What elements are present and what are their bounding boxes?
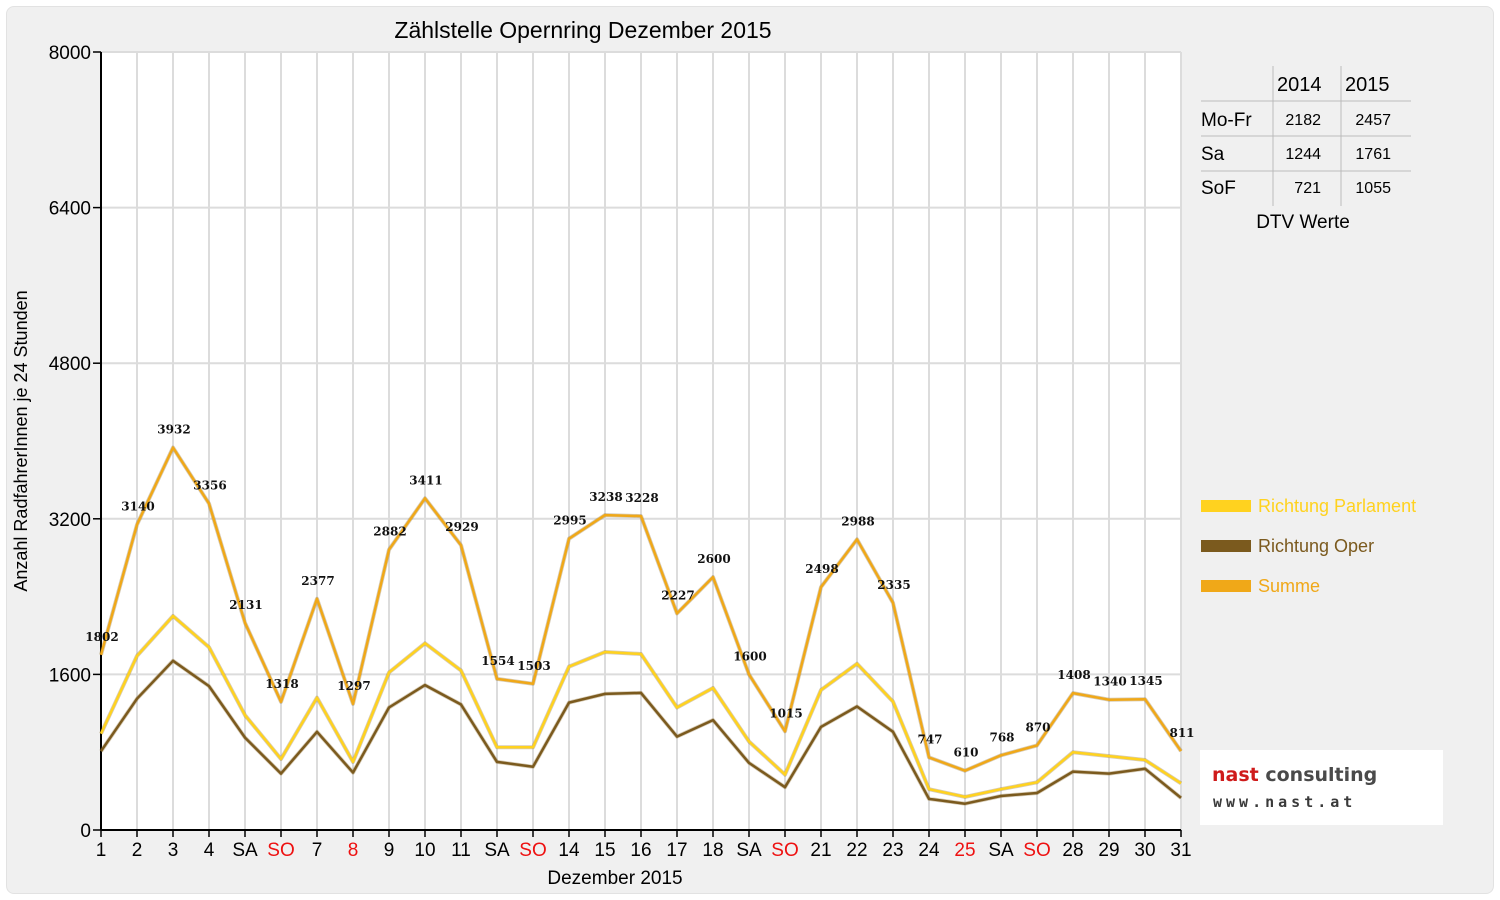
data-label: 2600 [697,552,730,566]
data-label: 1345 [1129,674,1162,688]
series-line-richtung-parlament [99,614,1182,799]
x-tick-label: 9 [384,840,395,861]
series-line-richtung-oper [99,659,1182,805]
data-label: 3411 [409,473,442,487]
table-cell: 2457 [1355,112,1391,129]
x-tick-label: 29 [1098,840,1119,861]
data-label: 1297 [337,679,370,693]
x-tick-label: 3 [168,840,179,861]
x-tick-label: SA [484,840,510,861]
legend: Richtung Parlament Richtung Oper Summe [1201,496,1416,596]
data-label: 768 [989,730,1014,744]
x-tick-label: 8 [348,840,359,861]
legend-swatch [1201,500,1251,512]
data-label: 2498 [805,562,838,576]
data-label: 2131 [229,598,262,612]
x-tick-label: 21 [810,840,831,861]
x-tick-label: SA [988,840,1014,861]
dtv-table: 2014 2015 Mo-Fr 2182 2457 Sa 1244 1761 SoF 721 105… [1201,66,1411,233]
data-label: 1340 [1093,675,1126,689]
chart-title: Zählstelle Opernring Dezember 2015 [394,17,771,43]
x-tick-label: SO [267,840,294,861]
x-tick-label: SA [736,840,762,861]
y-tick-label: 6400 [49,199,91,220]
y-tick-label: 1600 [49,665,91,686]
legend-label: Richtung Oper [1258,536,1374,556]
x-tick-label: 16 [630,840,651,861]
data-label: 2377 [301,574,334,588]
data-label: 1318 [265,677,298,691]
data-label: 610 [953,746,978,760]
x-tick-label: 11 [451,840,471,861]
x-tick-label: 25 [954,840,975,861]
x-tick-label: SA [232,840,258,861]
x-tick-label: SO [1023,840,1050,861]
x-tick-label: 17 [666,840,687,861]
x-tick-label: 31 [1170,840,1191,861]
table-cell: 721 [1294,180,1321,197]
table-cell: 1761 [1355,146,1391,163]
data-label: 1600 [733,649,766,663]
x-axis-title: Dezember 2015 [547,868,682,889]
y-axis-title: Anzahl RadfahrerInnen je 24 Stunden [11,290,31,591]
x-tick-label: 7 [312,840,323,861]
x-tick-label: 28 [1062,840,1083,861]
data-label: 3356 [193,479,226,493]
data-label: 3932 [157,423,190,437]
data-label: 2882 [373,525,406,539]
data-label: 870 [1025,720,1050,734]
x-tick-label: 23 [882,840,903,861]
x-tick-label: SO [771,840,798,861]
legend-label: Richtung Parlament [1258,496,1416,516]
x-tick-label: 18 [702,840,723,861]
table-row-label: Sa [1201,144,1225,165]
x-tick-label: 22 [846,840,867,861]
table-cell: 1055 [1355,180,1391,197]
data-label: 1554 [481,654,514,668]
data-label: 3228 [625,491,658,505]
data-label: 1802 [85,630,118,644]
table-header-cell: 2015 [1345,74,1390,96]
data-label: 3238 [589,490,622,504]
data-label: 1503 [517,659,550,673]
data-label: 2227 [661,588,694,602]
x-tick-label: 30 [1134,840,1155,861]
table-cell: 1244 [1285,146,1321,163]
data-label: 2988 [841,514,874,528]
chart-frame: 0 1600 3200 4800 6400 8000 1 2 3 4 SA SO 7 8 9 10 11 SA SO… [6,6,1494,894]
x-tick-label: 1 [96,840,107,861]
table-cell: 2182 [1285,112,1321,129]
legend-swatch [1201,580,1251,592]
logo-wordmark: nast consulting [1212,764,1378,786]
table-row-label: SoF [1201,178,1236,199]
table-header-cell: 2014 [1277,74,1322,96]
x-tick-label: 15 [594,840,615,861]
x-tick-label: 14 [558,840,580,861]
x-tick-label: 4 [204,840,215,861]
data-label: 2995 [553,514,586,528]
y-tick-label: 0 [80,821,91,842]
data-label: 747 [917,732,942,746]
y-tick-label: 4800 [49,354,91,375]
data-label: 1408 [1057,668,1090,682]
legend-swatch [1201,540,1251,552]
data-label: 2335 [877,578,910,592]
data-label: 2929 [445,520,478,534]
data-label: 3140 [121,500,154,514]
x-tick-label: 2 [132,840,143,861]
legend-label: Summe [1258,576,1320,596]
x-tick-label: 24 [918,840,940,861]
table-caption: DTV Werte [1256,212,1350,233]
data-label: 1015 [769,706,802,720]
table-row-label: Mo-Fr [1201,110,1252,131]
data-label: 811 [1169,726,1194,740]
x-tick-label: SO [519,840,546,861]
y-tick-label: 8000 [49,43,91,64]
logo-url: www.nast.at [1213,793,1357,811]
x-tick-label: 10 [414,840,435,861]
series-line-summe [99,446,1183,772]
nast-consulting-logo: nast consulting www.nast.at [1200,750,1443,825]
y-tick-label: 3200 [49,510,91,531]
